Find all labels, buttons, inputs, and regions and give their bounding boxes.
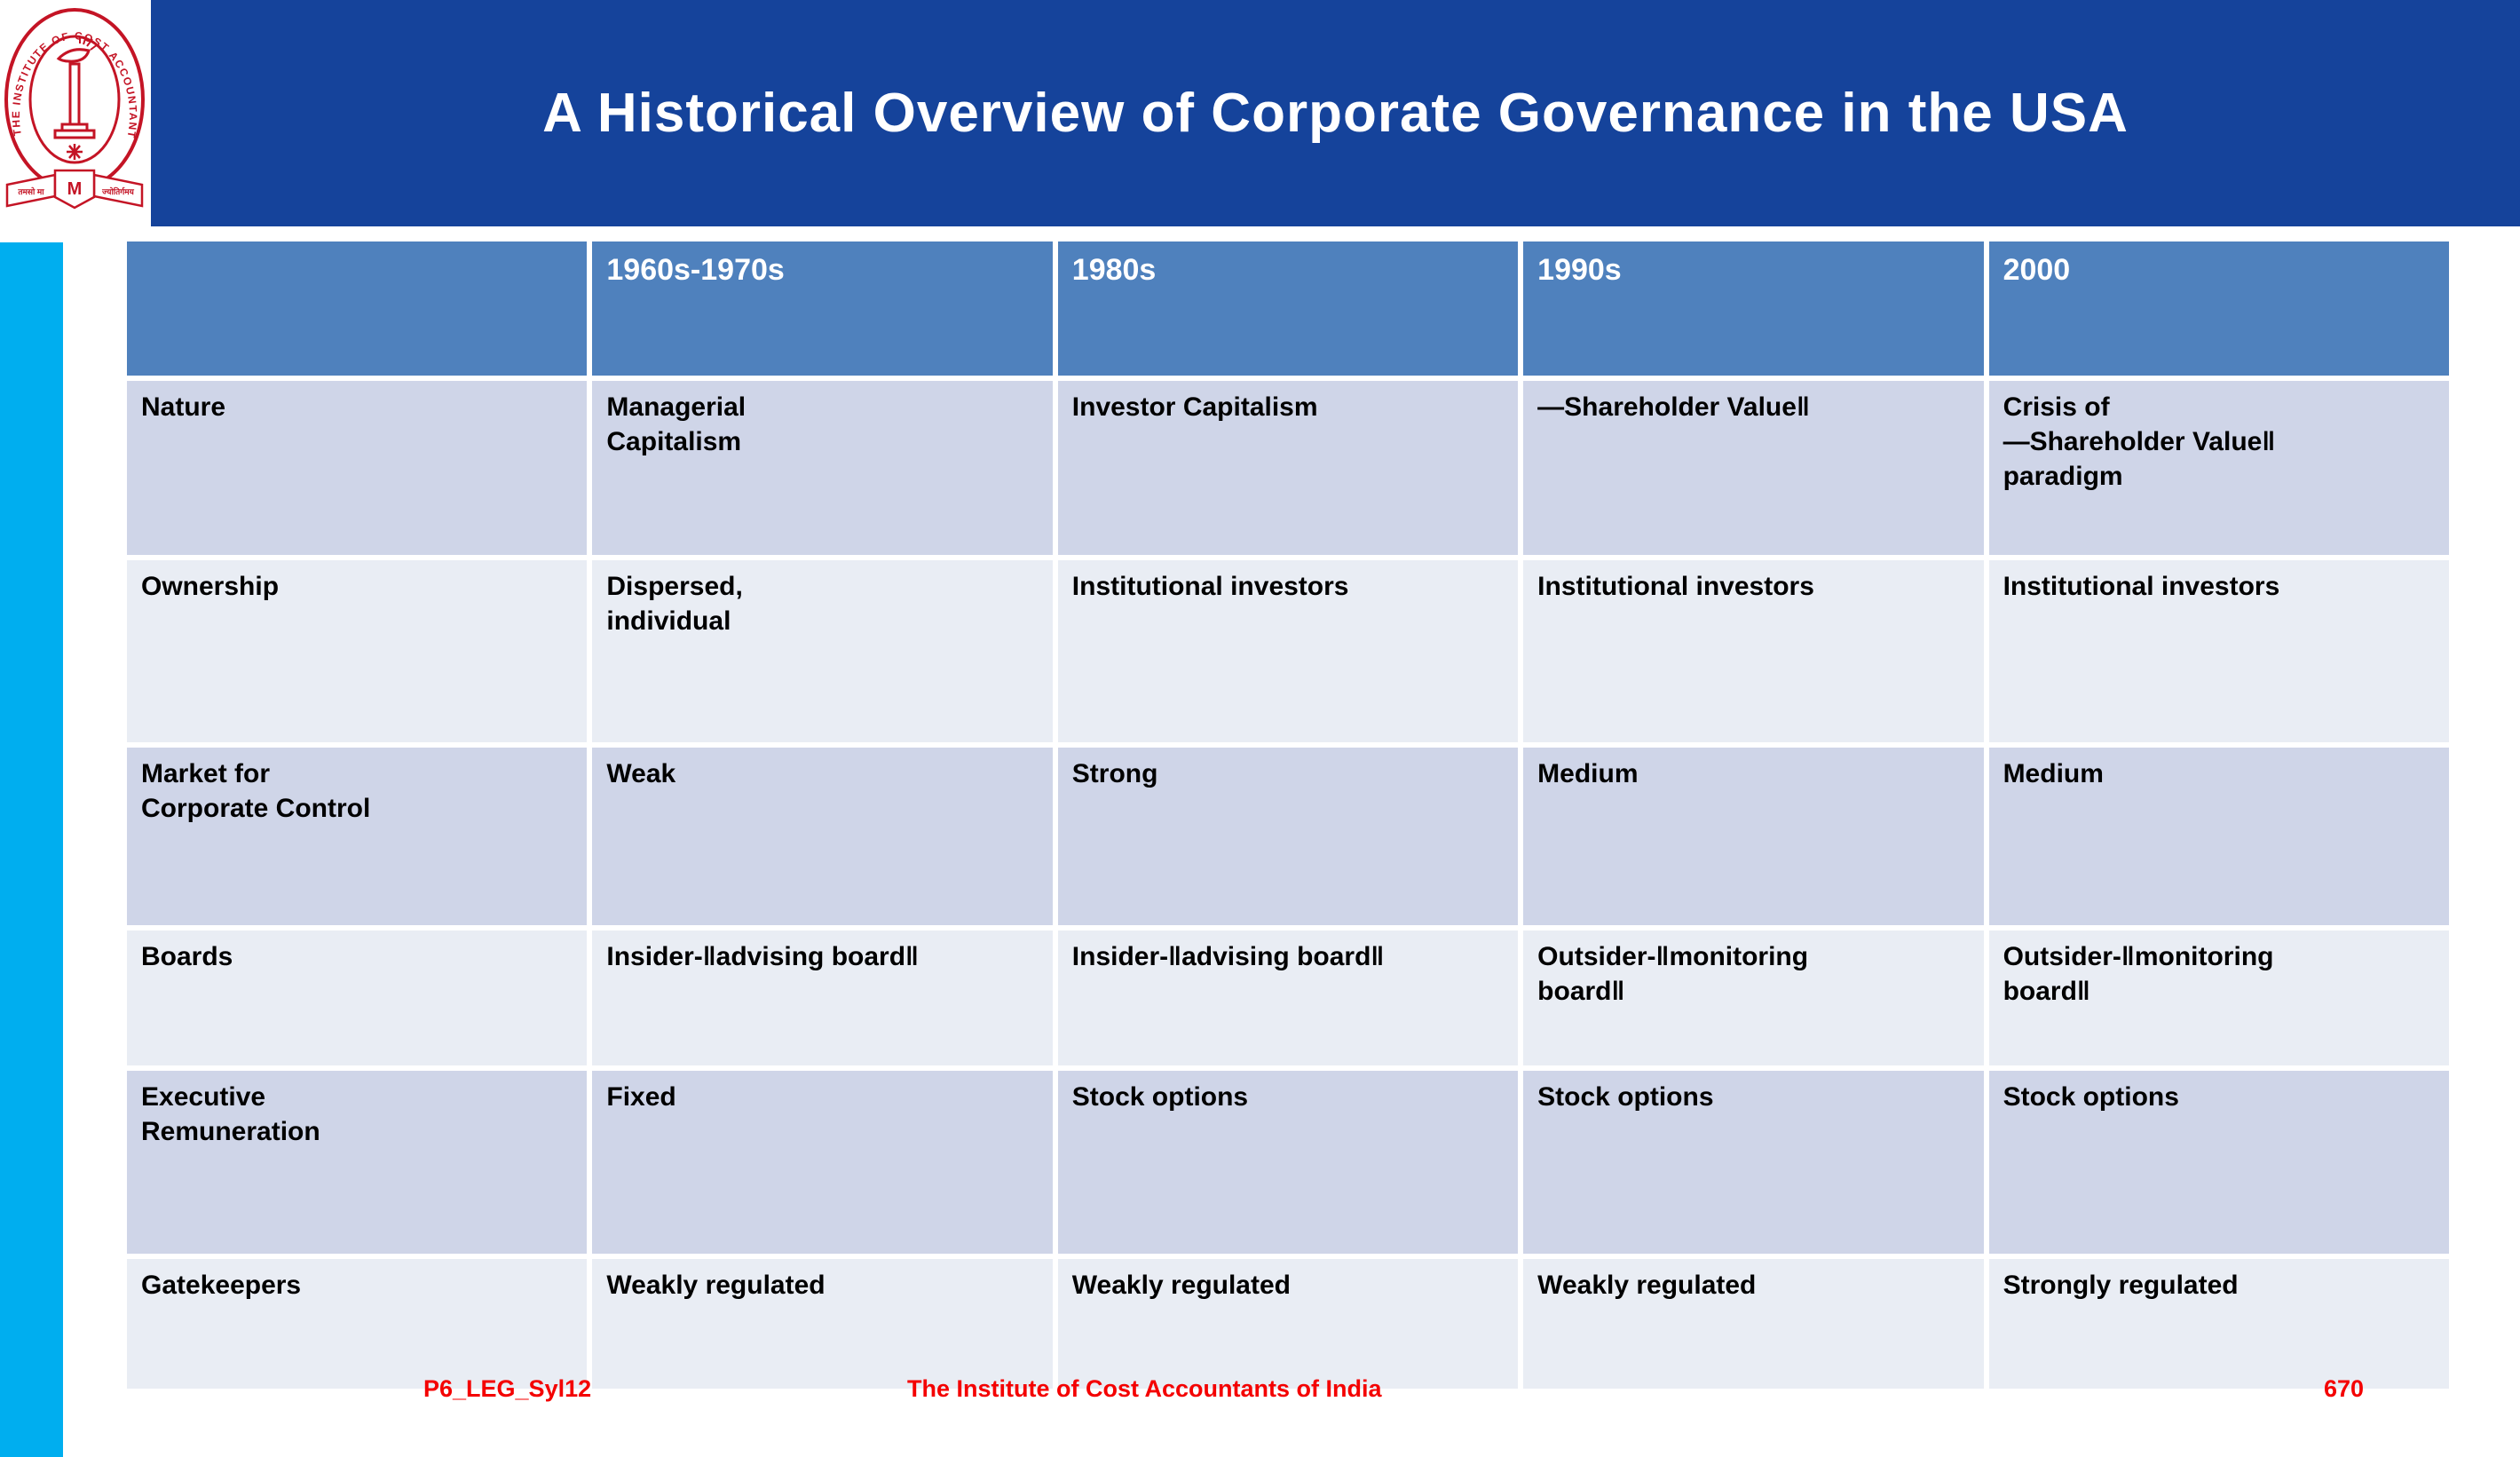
column-header-1980s: 1980s	[1057, 242, 1519, 376]
table-cell: Stock options	[1057, 1071, 1519, 1254]
row-label: Gatekeepers	[127, 1259, 588, 1389]
table-cell: Institutional investors	[1523, 560, 1984, 742]
row-label: Boards	[127, 930, 588, 1065]
header-row: 1960s-1970s 1980s 1990s 2000	[127, 242, 2449, 376]
table-row-executive-remuneration: Executive Remuneration Fixed Stock optio…	[127, 1071, 2449, 1254]
table-cell: Weakly regulated	[592, 1259, 1053, 1389]
column-header-1990s: 1990s	[1523, 242, 1984, 376]
table-cell: Investor Capitalism	[1057, 381, 1519, 555]
pillar-base-2	[53, 129, 96, 139]
lamp-icon	[56, 48, 91, 63]
row-label: Ownership	[127, 560, 588, 742]
pillar-icon	[68, 62, 81, 126]
table-cell: Dispersed, individual	[592, 560, 1053, 742]
table-row-ownership: Ownership Dispersed, individual Institut…	[127, 560, 2449, 742]
table-row-gatekeepers: Gatekeepers Weakly regulated Weakly regu…	[127, 1259, 2449, 1389]
side-accent-stripe	[0, 242, 63, 1457]
table-cell: Stock options	[1523, 1071, 1984, 1254]
table-cell: —Shareholder Value‖	[1523, 381, 1984, 555]
banner-right-text: ज्योतिर्गमय	[101, 186, 135, 196]
star-icon	[67, 144, 83, 160]
table-cell: Institutional investors	[1057, 560, 1519, 742]
footer-course-code: P6_LEG_Syl12	[423, 1375, 592, 1402]
row-label: Market for Corporate Control	[127, 748, 588, 925]
table-cell: Strongly regulated	[1988, 1259, 2449, 1389]
table-cell: Fixed	[592, 1071, 1053, 1254]
table-cell: Strong	[1057, 748, 1519, 925]
table-cell: Managerial Capitalism	[592, 381, 1053, 555]
table-cell: Insider-‖advising board‖	[1057, 930, 1519, 1065]
table-cell: Institutional investors	[1988, 560, 2449, 742]
table-cell: Crisis of —Shareholder Value‖ paradigm	[1988, 381, 2449, 555]
lamp-rays-icon	[79, 36, 99, 51]
table-cell: Medium	[1988, 748, 2449, 925]
footer-page-number: 670	[2324, 1375, 2365, 1402]
row-label: Nature	[127, 381, 588, 555]
title-band: A Historical Overview of Corporate Gover…	[151, 0, 2520, 226]
column-header-2000: 2000	[1988, 242, 2449, 376]
table-cell: Medium	[1523, 748, 1984, 925]
column-header-1960s-1970s: 1960s-1970s	[592, 242, 1053, 376]
institute-emblem-icon: THE INSTITUTE OF COST ACCOUNTANTS OF IND…	[0, 0, 145, 210]
governance-table: 1960s-1970s 1980s 1990s 2000 Nature Mana…	[122, 236, 2454, 1394]
row-label: Executive Remuneration	[127, 1071, 588, 1254]
banner-left-text: तमसो मा	[17, 186, 44, 196]
table-cell: Weakly regulated	[1523, 1259, 1984, 1389]
table-row-nature: Nature Managerial Capitalism Investor Ca…	[127, 381, 2449, 555]
table-cell: Stock options	[1988, 1071, 2449, 1254]
banner-monogram: M	[67, 179, 83, 199]
banner-ribbon-icon: तमसो मा ज्योतिर्गमय M	[5, 169, 144, 210]
institute-logo: THE INSTITUTE OF COST ACCOUNTANTS OF IND…	[0, 0, 149, 229]
table-row-boards: Boards Insider-‖advising board‖ Insider-…	[127, 930, 2449, 1065]
table-cell: Weak	[592, 748, 1053, 925]
table-cell: Insider-‖advising board‖	[592, 930, 1053, 1065]
footer-institute-name: The Institute of Cost Accountants of Ind…	[907, 1375, 1382, 1402]
column-header-blank	[127, 242, 588, 376]
table-cell: Outsider-‖monitoring board‖	[1523, 930, 1984, 1065]
table-row-market-for-corporate-control: Market for Corporate Control Weak Strong…	[127, 748, 2449, 925]
slide-title: A Historical Overview of Corporate Gover…	[542, 83, 2129, 144]
table-cell: Weakly regulated	[1057, 1259, 1519, 1389]
table-cell: Outsider-‖monitoring board‖	[1988, 930, 2449, 1065]
